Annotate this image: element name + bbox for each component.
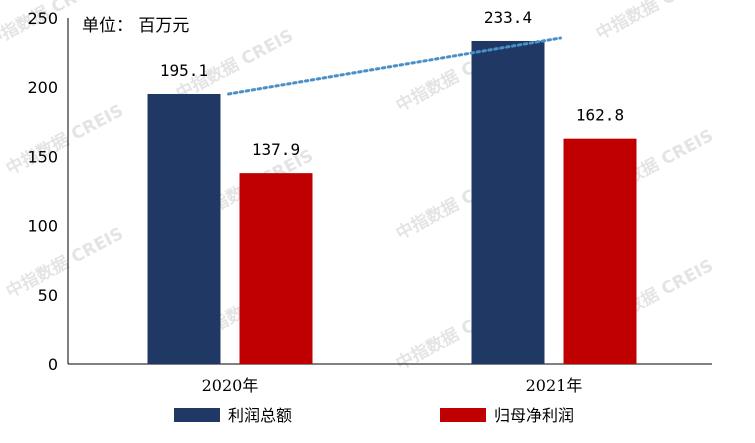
bars [147, 40, 637, 365]
legend: 利润总额 归母净利润 [174, 406, 574, 425]
data-label: 137.9 [252, 140, 300, 159]
x-category-label: 2021年 [526, 376, 583, 395]
y-tick-labels: 0 50 100 150 200 250 [27, 9, 58, 374]
watermark-text: 中指数据 CREIS [2, 100, 126, 179]
x-category-labels: 2020年 2021年 [202, 376, 583, 395]
legend-swatch-net-profit [440, 408, 486, 422]
unit-label: 单位： 百万元 [82, 16, 189, 36]
y-tick-label: 100 [27, 217, 58, 236]
bar [471, 40, 545, 365]
legend-label-net-profit: 归母净利润 [494, 406, 574, 425]
trend-line-segment [227, 36, 562, 96]
data-label: 195.1 [160, 61, 208, 80]
legend-label-total-profit: 利润总额 [228, 406, 292, 425]
watermark-text: 中指数据 CREIS [592, 0, 716, 44]
x-category-label: 2020年 [202, 376, 259, 395]
data-label: 233.4 [484, 8, 532, 27]
bar [563, 138, 637, 364]
bar [147, 93, 221, 364]
data-labels: 195.1 233.4 137.9 162.8 [160, 8, 624, 159]
y-tick-label: 50 [38, 286, 58, 305]
data-label: 162.8 [576, 106, 624, 125]
y-tick-label: 150 [27, 147, 58, 166]
y-tick-label: 250 [27, 9, 58, 28]
trend-line [227, 36, 562, 96]
legend-swatch-total-profit [174, 408, 220, 422]
y-tick-label: 0 [48, 355, 58, 374]
bar [239, 173, 313, 364]
watermark-text: 中指数据 CREIS [2, 223, 126, 302]
y-tick-label: 200 [27, 78, 58, 97]
